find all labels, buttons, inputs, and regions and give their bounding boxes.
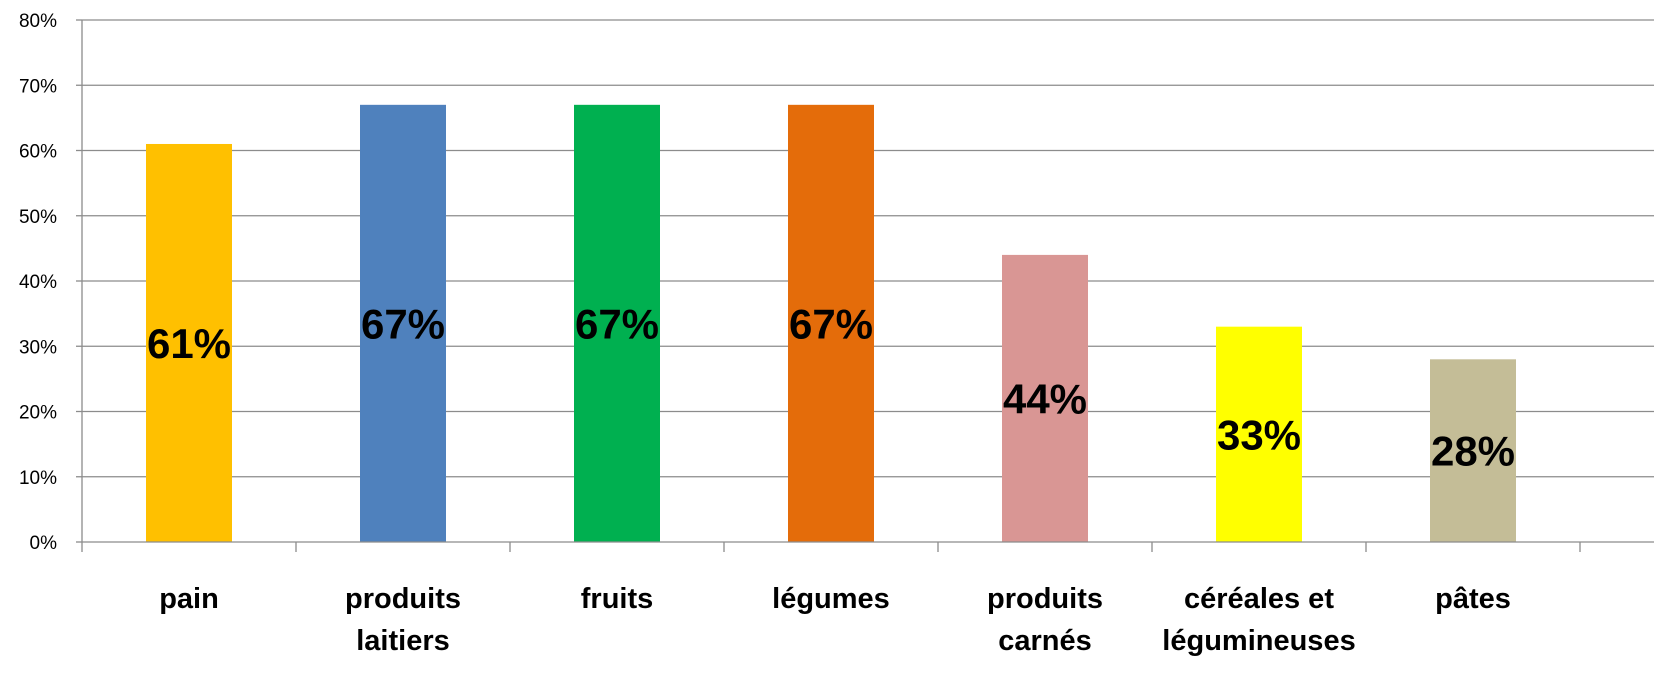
data-label: 67% xyxy=(789,300,873,347)
bar xyxy=(1002,254,1088,542)
category-label-line: laitiers xyxy=(356,625,450,657)
axes xyxy=(76,19,1654,552)
y-tick-label: 40% xyxy=(19,272,57,293)
category-label: pain xyxy=(159,583,219,615)
data-label: 67% xyxy=(575,300,659,347)
bar xyxy=(1216,326,1302,542)
y-tick-label: 30% xyxy=(19,337,57,358)
data-label: 28% xyxy=(1431,428,1515,475)
bar xyxy=(574,104,660,542)
category-label-line: légumes xyxy=(772,583,890,615)
bar xyxy=(1430,359,1516,542)
category-label: produits carnés xyxy=(987,583,1103,657)
category-label-line: produits xyxy=(345,583,461,615)
category-label: pâtes xyxy=(1435,583,1511,615)
bar xyxy=(146,143,232,542)
y-tick-label: 50% xyxy=(19,207,57,228)
category-label: produits laitiers xyxy=(345,583,461,657)
data-labels: 61% 67% 67% 67% 44% 33% 28% xyxy=(147,300,1515,474)
y-tick-label: 20% xyxy=(19,403,57,424)
data-label: 67% xyxy=(361,300,445,347)
category-label-line: pain xyxy=(159,583,219,615)
bar xyxy=(788,104,874,542)
y-tick-label: 0% xyxy=(30,533,58,554)
data-label: 33% xyxy=(1217,411,1301,458)
category-label-line: pâtes xyxy=(1435,583,1511,615)
category-label-line: céréales et xyxy=(1184,583,1334,615)
category-label-line: fruits xyxy=(581,583,654,615)
y-tick-label: 80% xyxy=(19,11,57,32)
bar xyxy=(360,104,446,542)
y-tick-label: 60% xyxy=(19,142,57,163)
category-label-line: carnés xyxy=(998,625,1092,657)
category-label: céréales et légumineuses xyxy=(1162,583,1355,657)
y-axis-tick-labels: 0% 10% 20% 30% 40% 50% 60% 70% 80% xyxy=(19,11,57,554)
category-label-line: légumineuses xyxy=(1162,625,1355,657)
data-label: 61% xyxy=(147,320,231,367)
category-label: légumes xyxy=(772,583,890,615)
category-labels: pain produits laitiers fruits légumes produit… xyxy=(159,583,1511,657)
y-tick-label: 70% xyxy=(19,76,57,97)
category-label-line: produits xyxy=(987,583,1103,615)
y-tick-label: 10% xyxy=(19,468,57,489)
bars xyxy=(146,104,1516,542)
data-label: 44% xyxy=(1003,375,1087,422)
category-label: fruits xyxy=(581,583,654,615)
